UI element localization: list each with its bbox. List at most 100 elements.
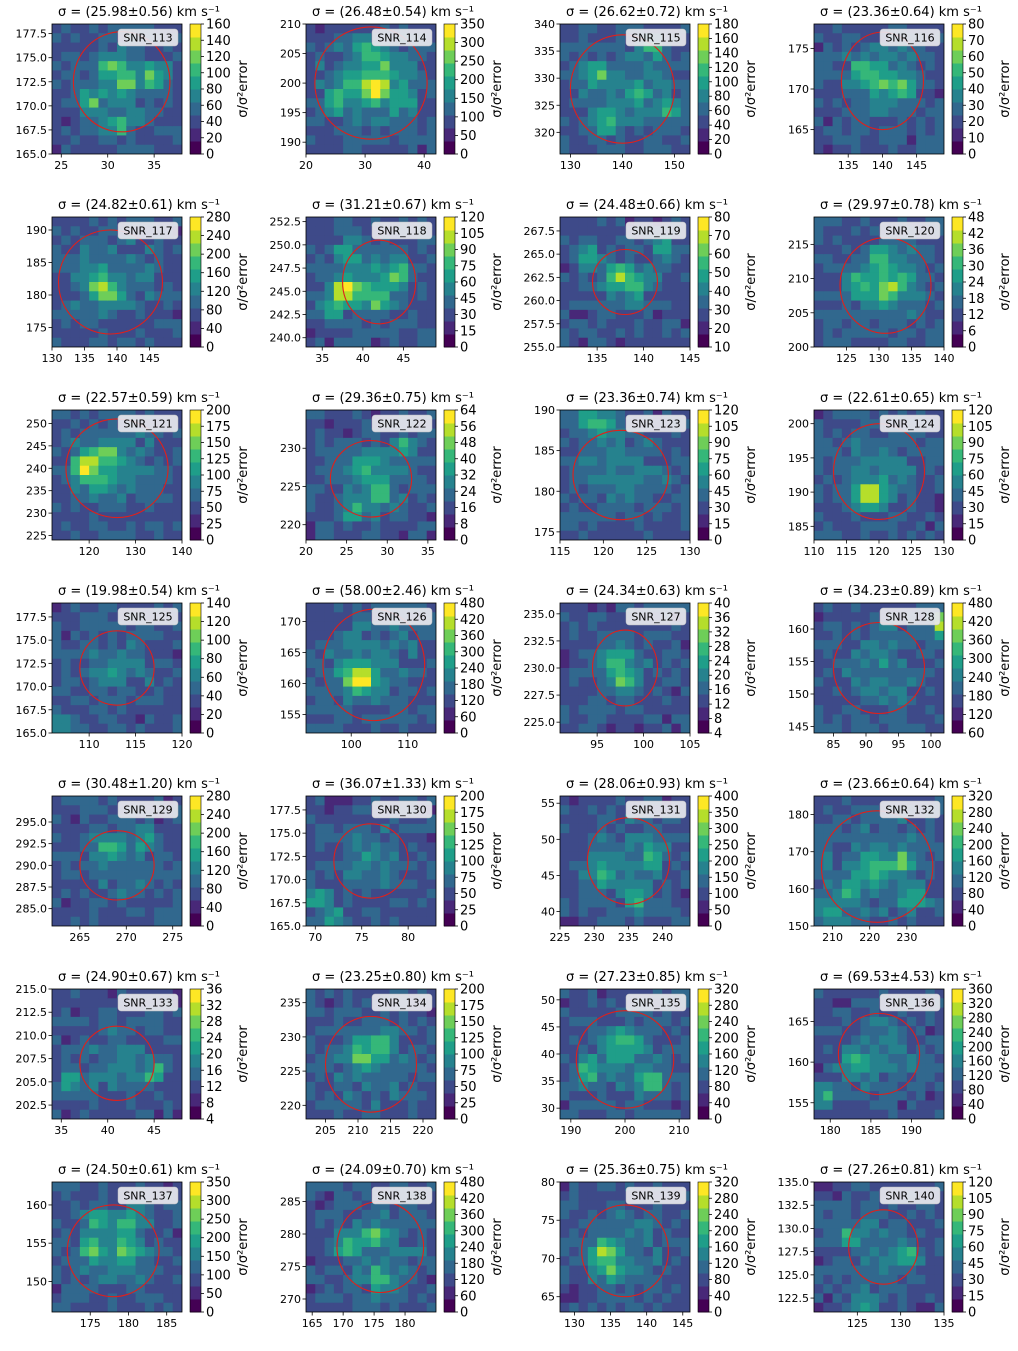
y-tick-label: 267.5 <box>524 225 556 238</box>
colorbar-tick-label: 80 <box>206 652 223 667</box>
colorbar-tick-label: 300 <box>968 652 993 667</box>
colorbar-segment <box>952 24 963 38</box>
colorbar-segment <box>190 848 201 862</box>
colorbar-tick-label: 125 <box>206 452 231 467</box>
x-tick-label: 110 <box>397 738 418 751</box>
colorbar-tick-label: 4 <box>206 1113 214 1128</box>
colorbar-tick-label: 28 <box>714 640 731 655</box>
x-tick-label: 145 <box>672 1317 693 1330</box>
colorbar-tick-label: 45 <box>968 485 985 500</box>
colorbar-segment <box>698 822 709 836</box>
colorbar-tick-label: 120 <box>968 871 993 886</box>
y-tick-label: 275 <box>280 1261 301 1274</box>
x-tick-label: 140 <box>934 352 955 365</box>
colorbar-tick-label: 120 <box>206 615 231 630</box>
colorbar-segment <box>190 514 201 528</box>
x-tick-label: 30 <box>358 159 372 172</box>
colorbar-tick-label: 40 <box>968 903 985 918</box>
colorbar-tick-label: 200 <box>206 248 231 263</box>
colorbar-segment <box>444 436 455 450</box>
x-tick-label: 135 <box>901 352 922 365</box>
colorbar-segment <box>444 1080 455 1094</box>
colorbar-tick-label: 105 <box>714 420 739 435</box>
colorbar-tick-label: 175 <box>206 420 231 435</box>
colorbar-segment <box>952 642 963 656</box>
x-tick-label: 75 <box>355 931 369 944</box>
x-tick-label: 35 <box>315 352 329 365</box>
colorbar-segment <box>444 668 455 682</box>
colorbar-segment <box>698 37 709 51</box>
y-tick-label: 122.5 <box>778 1292 810 1305</box>
colorbar-tick-label: 30 <box>968 501 985 516</box>
y-tick-label: 170 <box>788 83 809 96</box>
y-tick-label: 320 <box>534 126 555 139</box>
colorbar-label: σ/σ²error <box>998 253 1013 311</box>
y-tick-label: 167.5 <box>270 897 302 910</box>
colorbar-segment <box>952 256 963 270</box>
colorbar-segment <box>698 835 709 849</box>
colorbar-label: σ/σ²error <box>744 1025 759 1083</box>
y-tick-label: 45 <box>541 869 555 882</box>
colorbar-segment <box>190 50 201 64</box>
y-tick-label: 177.5 <box>16 28 48 41</box>
colorbar-tick-label: 70 <box>714 229 731 244</box>
colorbar-segment <box>444 1208 455 1222</box>
colorbar-segment <box>952 269 963 283</box>
colorbar-tick-label: 120 <box>714 1257 739 1272</box>
colorbar-segment <box>698 1195 709 1209</box>
x-tick-label: 120 <box>869 545 890 558</box>
y-tick-label: 200 <box>788 341 809 354</box>
colorbar-segment <box>444 1195 455 1209</box>
colorbar-tick-label: 0 <box>714 1306 722 1321</box>
colorbar-segment <box>444 1028 455 1042</box>
colorbar-tick-label: 60 <box>206 671 223 686</box>
colorbar-tick-label: 10 <box>714 341 731 356</box>
y-tick-label: 185 <box>534 445 555 458</box>
colorbar-tick-label: 200 <box>206 1231 231 1246</box>
snr-label: SNR_122 <box>377 418 426 431</box>
x-tick-label: 125 <box>847 1317 868 1330</box>
colorbar-tick-label: 120 <box>460 694 485 709</box>
colorbar-tick-label: 0 <box>460 920 468 935</box>
y-tick-label: 177.5 <box>270 804 302 817</box>
y-tick-label: 200 <box>788 418 809 431</box>
colorbar-tick-label: 20 <box>714 322 731 337</box>
colorbar-segment <box>952 423 963 437</box>
colorbar-segment <box>190 822 201 836</box>
colorbar-tick-label: 80 <box>206 882 223 897</box>
colorbar-label: σ/σ²error <box>744 253 759 311</box>
x-tick-label: 20 <box>299 159 313 172</box>
colorbar-tick-label: 18 <box>968 292 985 307</box>
colorbar-tick-label: 0 <box>206 534 214 549</box>
colorbar-segment <box>444 707 455 721</box>
colorbar-tick-label: 320 <box>968 790 993 805</box>
colorbar-tick-label: 90 <box>714 436 731 451</box>
y-tick-label: 185 <box>26 257 47 270</box>
colorbar-segment <box>190 1182 201 1196</box>
colorbar-tick-label: 100 <box>206 469 231 484</box>
x-tick-label: 220 <box>859 931 880 944</box>
colorbar-tick-label: 60 <box>968 1241 985 1256</box>
colorbar-segment <box>444 887 455 901</box>
snr-label: SNR_119 <box>631 225 680 238</box>
colorbar-segment <box>444 295 455 309</box>
colorbar-tick-label: 480 <box>460 597 485 612</box>
x-tick-label: 180 <box>395 1317 416 1330</box>
panel-title: σ = (29.36±0.75) km s⁻¹ <box>312 391 474 406</box>
colorbar-segment <box>444 141 455 155</box>
colorbar-tick-label: 60 <box>968 727 985 742</box>
y-tick-label: 50 <box>541 994 555 1007</box>
colorbar-tick-label: 60 <box>460 276 477 291</box>
colorbar-tick-label: 280 <box>968 806 993 821</box>
colorbar-segment <box>952 1221 963 1235</box>
colorbar-tick-label: 50 <box>460 1080 477 1095</box>
x-tick-label: 45 <box>147 1124 161 1137</box>
y-tick-label: 165 <box>788 1016 809 1029</box>
colorbar-segment <box>698 1299 709 1313</box>
colorbar-segment <box>698 1080 709 1094</box>
colorbar-segment <box>698 50 709 64</box>
